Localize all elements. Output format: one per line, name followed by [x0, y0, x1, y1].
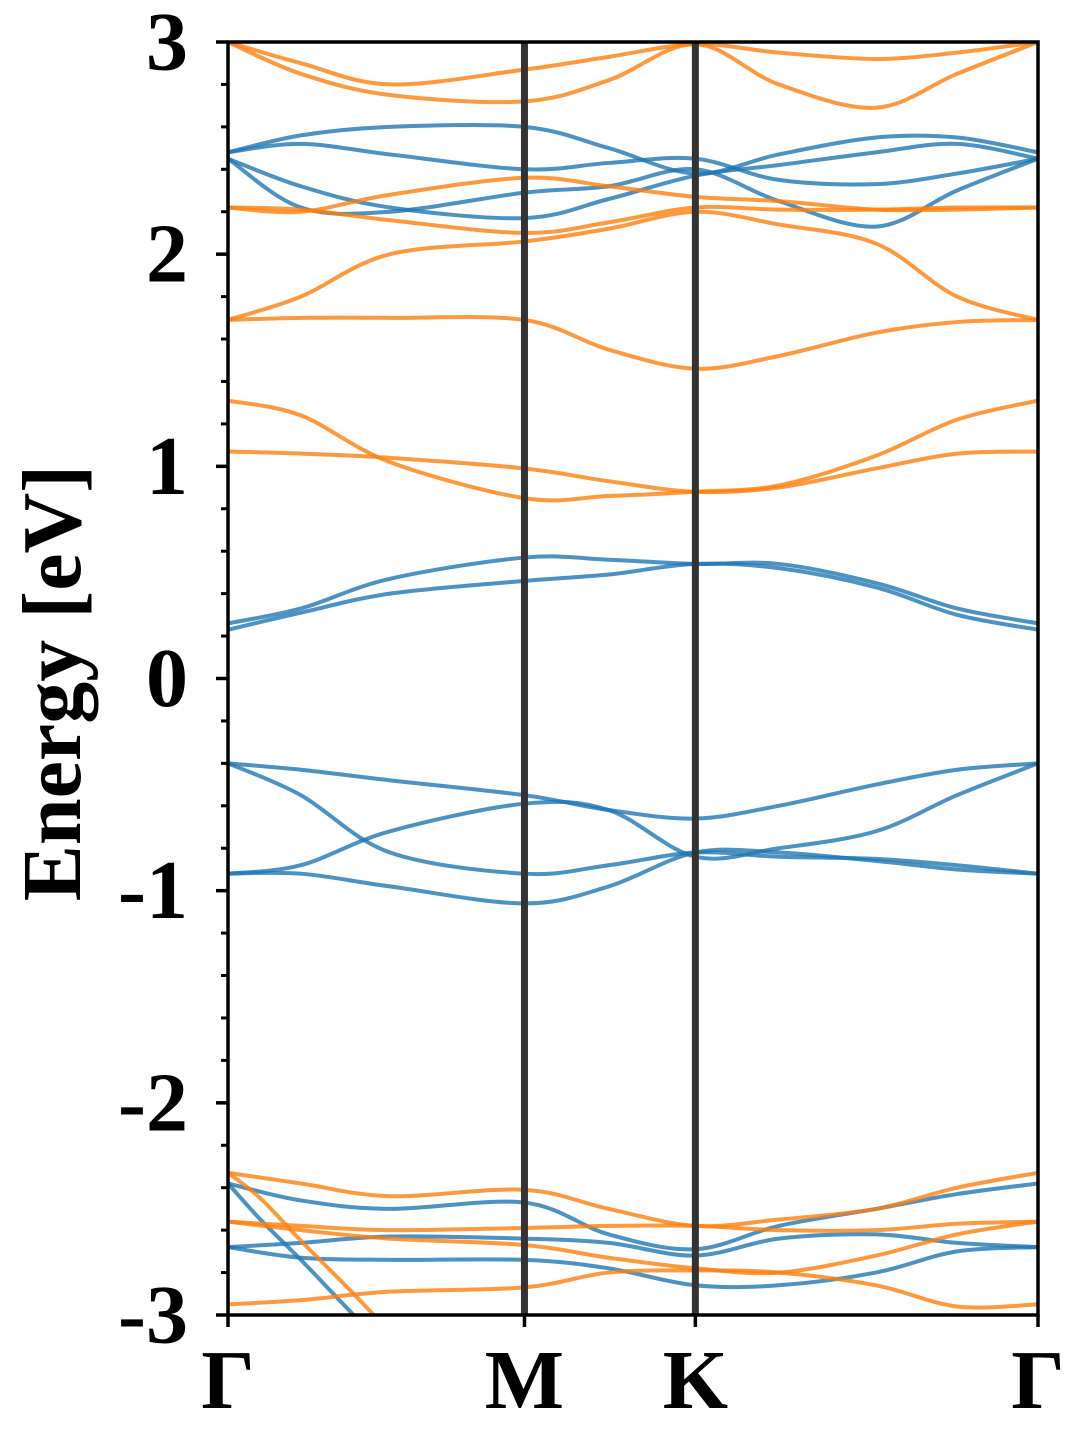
band-spin-up-7	[228, 141, 1038, 187]
y-tick-labels: 3 2 1 0 -1 -2 -3	[118, 0, 188, 1362]
band-spin-up-10	[228, 1181, 1038, 1252]
band-spin-down-19	[228, 314, 1038, 371]
band-spin-up-3	[228, 847, 1038, 906]
band-spin-down-26	[228, 1171, 376, 1315]
y-tick-label: -3	[118, 1269, 188, 1362]
plot-frame	[226, 40, 1040, 1317]
y-tick-label: 1	[146, 420, 188, 513]
axis-ticks	[216, 40, 1040, 1327]
x-tick-label-K: K	[663, 1334, 728, 1427]
band-spin-up-12	[228, 1245, 1038, 1290]
band-spin-up-0	[228, 761, 1038, 821]
x-tick-label-M: M	[485, 1334, 564, 1427]
band-spin-down-21	[228, 449, 1038, 495]
band-spin-up-2	[228, 761, 1038, 876]
band-spin-down-18	[228, 209, 1038, 322]
band-spin-up-1	[228, 761, 1038, 877]
band-spin-down-15	[228, 42, 1038, 110]
y-tick-label: 0	[146, 632, 188, 725]
band-spin-down-14	[228, 42, 1038, 87]
y-tick-label: 2	[146, 208, 188, 301]
y-axis-label: Energy [eV]	[6, 465, 99, 901]
y-tick-label: -2	[118, 1056, 188, 1149]
band-spin-up-5	[228, 561, 1038, 632]
band-spin-down-20	[228, 398, 1038, 503]
band-spin-down-24	[228, 1219, 1038, 1276]
x-tick-label-Γ: Γ	[1011, 1334, 1064, 1427]
band-spin-down-17	[228, 204, 1038, 235]
band-spin-up-11	[228, 1232, 1038, 1258]
y-tick-label: -1	[118, 844, 188, 937]
x-tick-label-Γ: Γ	[201, 1334, 254, 1427]
band-spin-down-22	[228, 1170, 1038, 1229]
kpoint-lines	[520, 42, 699, 1315]
band-spin-up-13	[228, 1182, 355, 1315]
band-spin-up-4	[228, 554, 1038, 626]
band-spin-up-6	[228, 122, 1038, 176]
y-tick-label: 3	[146, 0, 188, 89]
band-spin-down-25	[228, 1268, 1038, 1310]
band-spin-down-23	[228, 1219, 1038, 1233]
band-lines	[228, 42, 1038, 1315]
